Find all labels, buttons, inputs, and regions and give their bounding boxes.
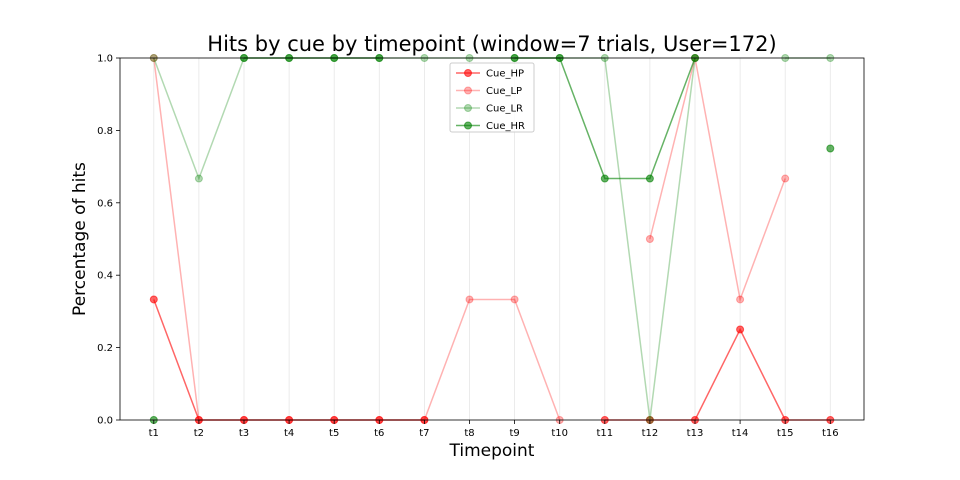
legend-item-Cue_LP: Cue_LP: [456, 86, 522, 97]
point-Cue_LP-t12: [645, 235, 654, 243]
series-line-Cue_HP-1: [604, 327, 831, 421]
legend-label-Cue_HP: Cue_HP: [486, 69, 524, 80]
y-tick-label-1.0: 1.0: [97, 54, 113, 65]
y-tick-label-0.4: 0.4: [97, 271, 113, 282]
x-tick-label-t13: t13: [687, 428, 704, 439]
legend-label-Cue_LP: Cue_LP: [486, 86, 522, 97]
x-tick-label-t6: t6: [374, 428, 384, 439]
legend-marker-Cue_LP: [464, 86, 472, 95]
legend-label-Cue_HR: Cue_HR: [486, 121, 525, 132]
point-Cue_LP-t14: [736, 295, 745, 304]
legend-marker-Cue_HP: [464, 69, 472, 77]
legend-item-Cue_LR: Cue_LR: [456, 104, 523, 115]
legend-item-Cue_HR: Cue_HR: [456, 121, 525, 132]
point-Cue_LP-t9: [510, 295, 519, 304]
x-tick-label-t3: t3: [239, 428, 249, 439]
x-tick-label-t4: t4: [284, 428, 294, 439]
point-Cue_LR-t2: [194, 174, 203, 183]
point-Cue_LP-t15: [781, 174, 790, 183]
chart-title: Hits by cue by timepoint (window=7 trial…: [207, 32, 776, 56]
y-tick-label-0.0: 0.0: [97, 416, 113, 427]
y-axis-label: Percentage of hits: [70, 162, 90, 316]
x-tick-label-t8: t8: [464, 428, 474, 439]
point-Cue_HP-t14: [736, 325, 745, 334]
point-Cue_HR-t16: [826, 144, 835, 153]
legend-marker-Cue_LR: [464, 104, 472, 112]
point-Cue_LP-t8: [465, 295, 474, 304]
point-Cue_HP-t1: [149, 295, 158, 304]
legend-item-Cue_HP: Cue_HP: [456, 69, 524, 80]
plot-frame: [119, 57, 865, 421]
legend-label-Cue_LR: Cue_LR: [486, 104, 523, 115]
x-axis: t1 t2 t3 t4 t5 t6 t7 t8 t9 t10 t11 t12 t13 t14 t15 t16: [149, 420, 839, 439]
x-tick-label-t11: t11: [596, 428, 613, 439]
point-Cue_HR-t11: [600, 174, 609, 183]
x-tick-label-t14: t14: [732, 428, 749, 439]
series-line-Cue_LP-1: [649, 57, 786, 303]
y-axis: 0.0 0.2 0.4 0.6 0.8 1.0: [97, 54, 120, 427]
y-tick-label-0.2: 0.2: [97, 343, 113, 354]
x-tick-label-t12: t12: [642, 428, 659, 439]
x-tick-label-t2: t2: [194, 428, 204, 439]
x-tick-label-t16: t16: [822, 428, 839, 439]
point-Cue_HR-t12: [645, 174, 654, 183]
x-tick-label-t15: t15: [777, 428, 794, 439]
x-tick-label-t5: t5: [329, 428, 339, 439]
y-tick-label-0.8: 0.8: [97, 126, 113, 137]
y-tick-label-0.6: 0.6: [97, 198, 113, 209]
legend: Cue_HP Cue_LP Cue_LR Cue_HR: [449, 62, 535, 133]
legend-box: [449, 62, 535, 133]
series-Cue_HP: [149, 295, 835, 424]
x-tick-label-t1: t1: [149, 428, 159, 439]
legend-marker-Cue_HR: [464, 121, 472, 130]
x-tick-label-t9: t9: [509, 428, 519, 439]
x-tick-label-t7: t7: [419, 428, 429, 439]
x-axis-label: Timepoint: [449, 441, 535, 461]
x-tick-label-t10: t10: [551, 428, 568, 439]
grid: [153, 58, 831, 420]
